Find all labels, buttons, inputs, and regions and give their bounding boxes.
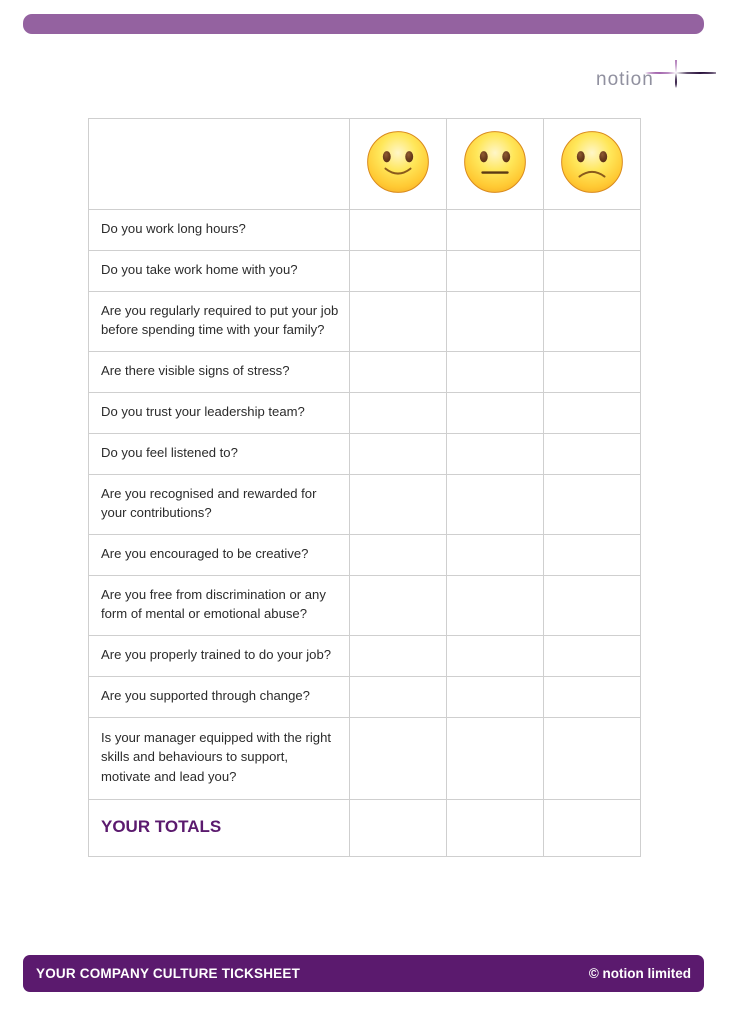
svg-text:notion: notion	[596, 69, 654, 90]
